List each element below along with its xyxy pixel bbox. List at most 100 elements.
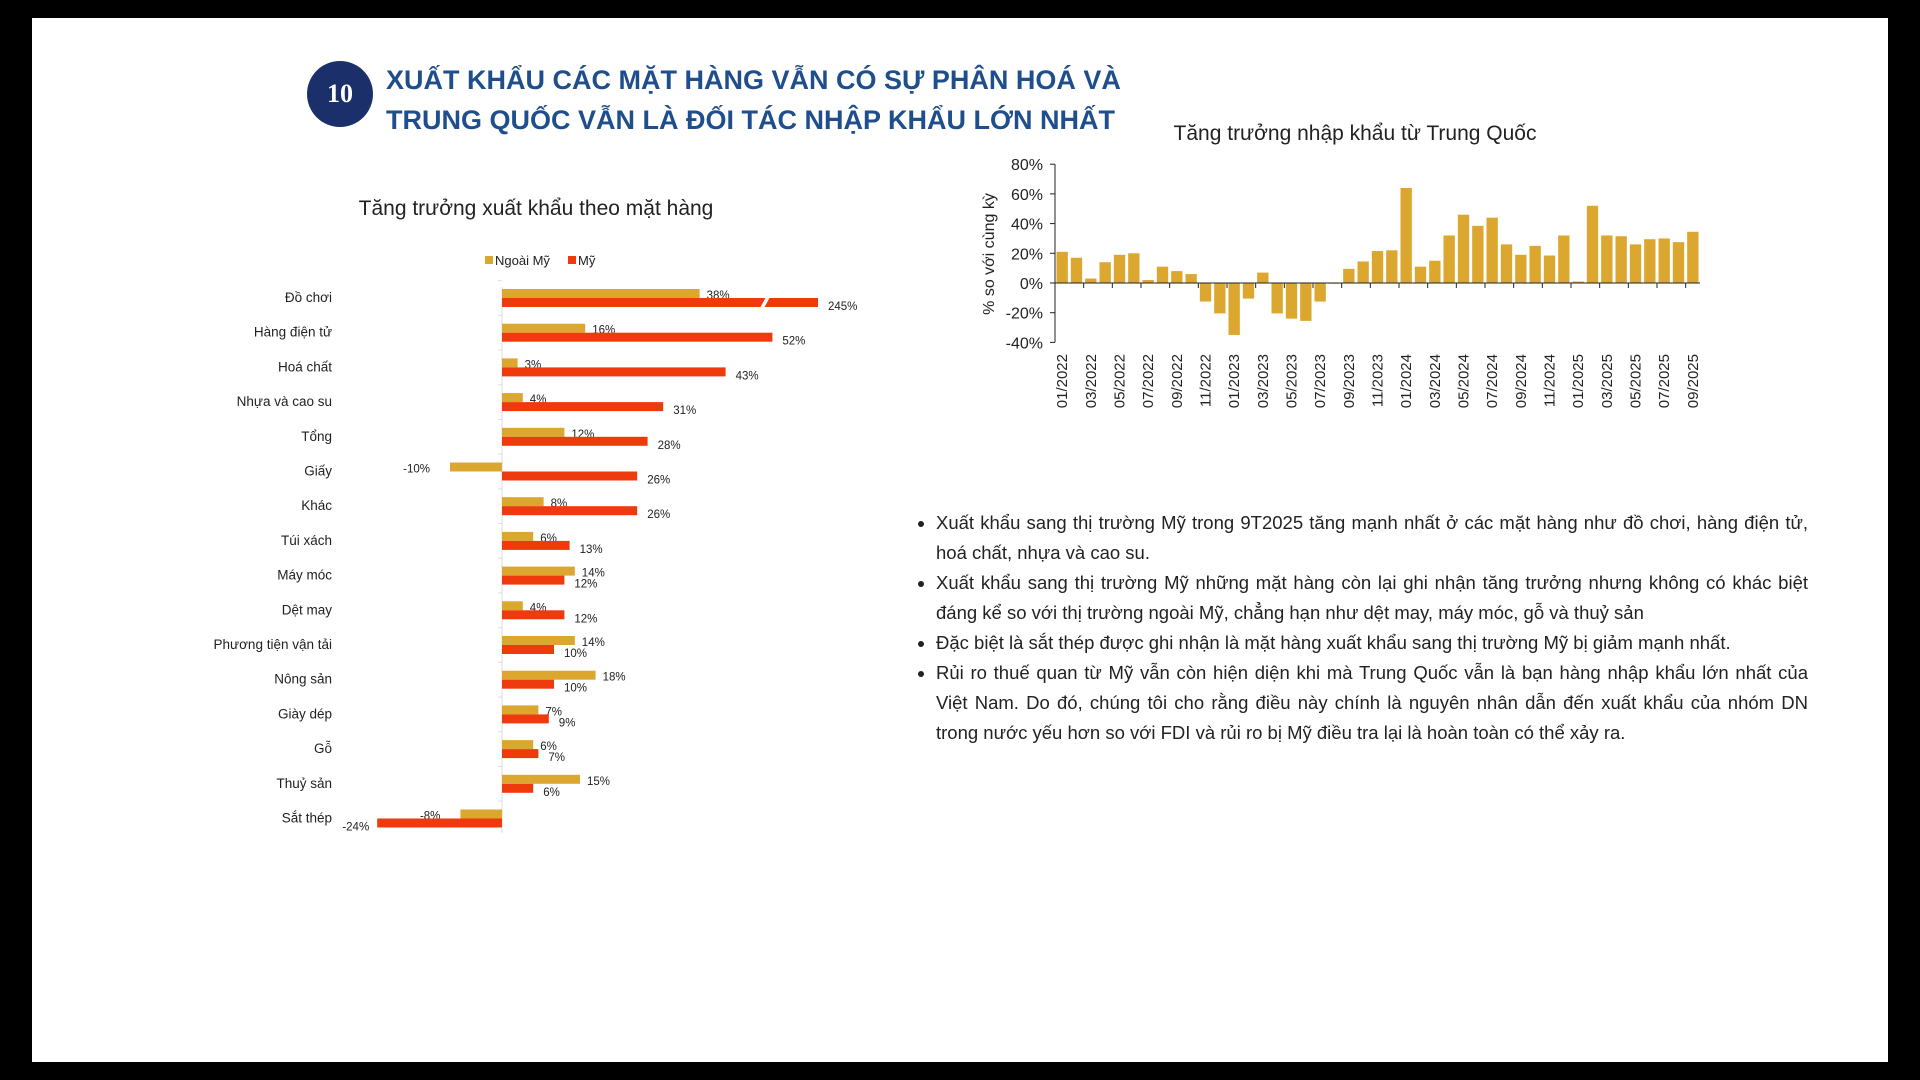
x-tick-label: 09/2024 xyxy=(1513,354,1530,408)
legend-label-ngoai-my: Ngoài Mỹ xyxy=(495,253,550,268)
x-tick-label: 01/2022 xyxy=(1054,354,1071,408)
bar-ngoai-my xyxy=(502,740,534,750)
axis-break-mark xyxy=(760,297,770,308)
y-tick-label: 40% xyxy=(1011,217,1043,234)
x-tick-label: 01/2024 xyxy=(1398,354,1415,408)
data-label: 12% xyxy=(574,613,597,625)
bullet-item: Rủi ro thuế quan từ Mỹ vẫn còn hiện diện… xyxy=(936,658,1808,748)
category-label: Túi xách xyxy=(281,533,332,548)
bar-my xyxy=(502,679,554,689)
bar xyxy=(1486,217,1498,283)
bar-ngoai-my xyxy=(502,774,580,784)
data-label: 26% xyxy=(647,509,670,521)
x-tick-label: 11/2023 xyxy=(1370,354,1387,407)
data-label: 52% xyxy=(782,336,805,348)
bar-my xyxy=(502,540,570,550)
bar xyxy=(1371,251,1384,283)
data-label: -24% xyxy=(342,822,369,834)
bar xyxy=(1142,280,1154,283)
category-label: Khác xyxy=(301,498,332,513)
bar xyxy=(1615,236,1627,283)
bar xyxy=(1472,225,1484,283)
data-label: 7% xyxy=(548,752,565,764)
x-tick-label: 03/2023 xyxy=(1255,354,1272,408)
bullet-list: Xuất khẩu sang thị trường Mỹ trong 9T202… xyxy=(912,508,1808,748)
category-label: Hàng điện tử xyxy=(254,325,332,340)
bar-my xyxy=(502,783,534,793)
legend-label-my: Mỹ xyxy=(578,253,596,268)
bar-my xyxy=(502,298,818,307)
bar xyxy=(1687,231,1699,283)
category-label: Tổng xyxy=(301,429,332,444)
bar-my xyxy=(502,506,638,516)
bar-ngoai-my xyxy=(460,809,502,819)
slide xyxy=(32,18,1888,1062)
bar xyxy=(1500,244,1513,283)
bullet-item: Đặc biệt là sắt thép được ghi nhận là mặ… xyxy=(936,628,1808,658)
bar-ngoai-my xyxy=(502,531,534,541)
category-label: Gỗ xyxy=(314,741,332,756)
x-tick-label: 11/2022 xyxy=(1198,354,1215,407)
bar-my xyxy=(502,471,638,481)
x-tick-label: 05/2023 xyxy=(1284,354,1301,408)
bar xyxy=(1457,214,1470,283)
bar xyxy=(1271,283,1283,314)
data-label: 7% xyxy=(545,706,562,718)
bar xyxy=(1443,235,1455,283)
bar-ngoai-my xyxy=(502,497,544,507)
bar xyxy=(1343,268,1355,283)
bar-ngoai-my xyxy=(502,670,596,680)
export-chart-title: Tăng trưởng xuất khẩu theo mặt hàng xyxy=(358,197,714,220)
bar xyxy=(1300,283,1312,321)
data-label: 245% xyxy=(828,301,857,313)
bar xyxy=(1056,251,1068,283)
x-tick-label: 05/2025 xyxy=(1628,354,1645,408)
data-label: 28% xyxy=(658,440,681,452)
x-tick-label: 01/2025 xyxy=(1570,354,1587,408)
bar-ngoai-my xyxy=(502,289,700,298)
bar xyxy=(1242,283,1255,299)
bar xyxy=(1572,281,1584,283)
title-line-1: XUẤT KHẨU CÁC MẶT HÀNG VẪN CÓ SỰ PHÂN HO… xyxy=(386,65,1121,95)
data-label: 26% xyxy=(647,475,670,487)
x-tick-label: 03/2025 xyxy=(1599,354,1616,408)
x-tick-label: 05/2024 xyxy=(1456,354,1473,408)
bar-ngoai-my xyxy=(502,636,575,645)
bar-my xyxy=(502,402,664,412)
data-label: 31% xyxy=(673,405,696,417)
bar-ngoai-my xyxy=(502,705,539,715)
bar-my xyxy=(502,575,565,585)
data-label: 18% xyxy=(603,672,626,684)
bar xyxy=(1085,278,1097,283)
bar xyxy=(1199,283,1212,302)
category-label: Thuỷ sản xyxy=(276,776,332,791)
y-tick-label: -40% xyxy=(1006,335,1043,352)
y-axis-label: % so với cùng kỳ xyxy=(981,193,998,315)
data-label: 43% xyxy=(736,370,759,382)
bar xyxy=(1285,283,1298,319)
bar-my xyxy=(502,436,648,446)
bar xyxy=(1672,242,1685,283)
bar-ngoai-my xyxy=(502,323,586,333)
bar xyxy=(1529,245,1541,283)
bar xyxy=(1357,261,1369,283)
bar xyxy=(1156,266,1169,283)
bar xyxy=(1228,283,1240,335)
category-label: Sắt thép xyxy=(282,811,332,826)
bar xyxy=(1558,235,1570,283)
x-tick-label: 07/2024 xyxy=(1484,354,1501,408)
legend-swatch-my xyxy=(568,256,576,264)
bar xyxy=(1429,260,1441,283)
category-label: Đồ chơi xyxy=(285,290,332,305)
bar xyxy=(1185,274,1197,283)
data-label: 10% xyxy=(564,683,587,695)
data-label: 12% xyxy=(574,579,597,591)
y-tick-label: -20% xyxy=(1006,306,1043,323)
x-tick-label: 05/2022 xyxy=(1112,354,1129,408)
legend-swatch-ngoai-my xyxy=(485,256,493,264)
bar xyxy=(1128,253,1140,283)
category-label: Dệt may xyxy=(282,602,333,617)
bar xyxy=(1314,283,1326,302)
bullet-item: Xuất khẩu sang thị trường Mỹ trong 9T202… xyxy=(936,508,1808,568)
